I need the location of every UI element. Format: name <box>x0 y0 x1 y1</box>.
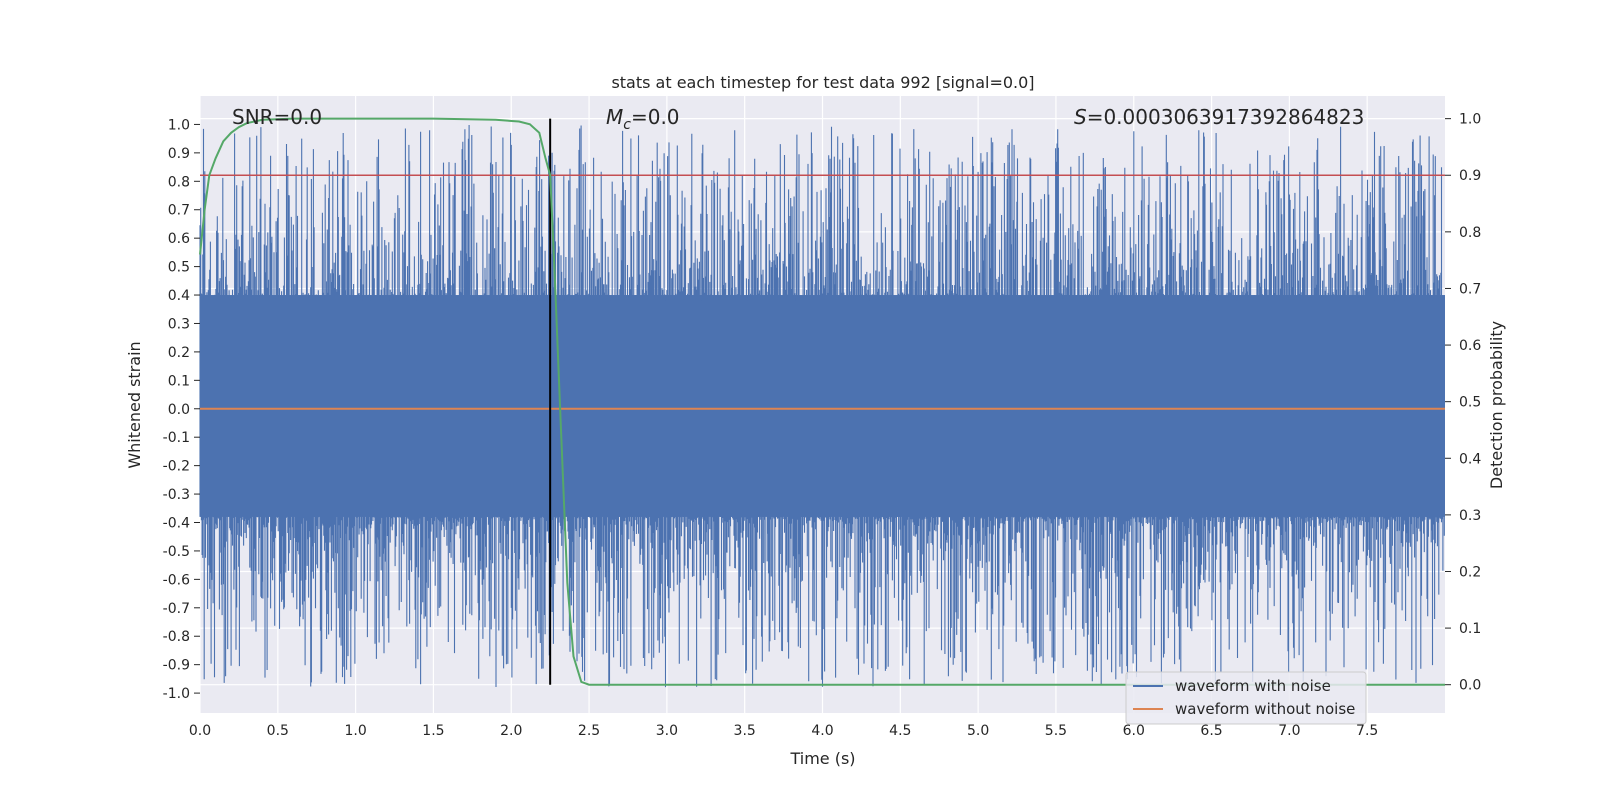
y2-tick-label: 0.2 <box>1459 564 1481 580</box>
y-tick-label: 0.1 <box>168 373 190 389</box>
y2-tick-label: 1.0 <box>1459 112 1481 128</box>
y-tick-label: 1.0 <box>168 117 190 133</box>
s-value: =0.0003063917392864823 <box>1087 105 1365 129</box>
legend-label-noise: waveform with noise <box>1175 677 1331 695</box>
y-tick-label: 0.2 <box>168 345 190 361</box>
y-tick-label: 0.3 <box>168 316 190 332</box>
chart-title: stats at each timestep for test data 992… <box>611 73 1034 92</box>
x-tick-label: 0.5 <box>267 723 289 739</box>
y2-tick-label: 0.3 <box>1459 508 1481 524</box>
y-tick-label: -0.9 <box>163 658 190 674</box>
s-symbol: S <box>1074 105 1087 129</box>
noise-trace <box>199 125 1445 688</box>
y-tick-label: -0.2 <box>163 459 190 475</box>
y-tick-label: -0.4 <box>163 515 190 531</box>
x-tick-label: 3.5 <box>734 723 756 739</box>
y-tick-label: 0.5 <box>168 260 190 276</box>
y2-tick-label: 0.1 <box>1459 621 1481 637</box>
mc-annotation: Mc=0.0 <box>606 105 680 133</box>
series-detection-probability <box>199 117 1445 686</box>
x-axis-ticks: 0.0 0.5 1.0 1.5 2.0 2.5 3.0 3.5 4.0 4.5 5.0 5.5 6.0 6… <box>189 723 1378 739</box>
x-tick-label: 1.0 <box>344 723 366 739</box>
y-axis-ticks: 1.0 0.9 0.8 0.7 0.6 0.5 0.4 0.3 0.2 0.1 0.0 -0.1 -0.… <box>163 117 200 702</box>
x-tick-label: 3.0 <box>656 723 678 739</box>
y-tick-label: -0.8 <box>163 629 190 645</box>
y2-tick-label: 0.4 <box>1459 451 1481 467</box>
series-waveform-with-noise <box>199 125 1445 688</box>
mc-symbol: M <box>606 105 623 129</box>
x-tick-label: 0.0 <box>189 723 211 739</box>
x-tick-label: 2.5 <box>578 723 600 739</box>
y-tick-label: -0.5 <box>163 544 190 560</box>
x-tick-label: 7.5 <box>1356 723 1378 739</box>
x-axis-label: Time (s) <box>789 749 855 768</box>
y2-tick-label: 0.8 <box>1459 225 1481 241</box>
y-tick-label: 0.0 <box>168 402 190 418</box>
x-tick-label: 5.0 <box>967 723 989 739</box>
y-tick-label: 0.4 <box>168 288 190 304</box>
x-tick-label: 4.0 <box>811 723 833 739</box>
y-tick-label: -0.7 <box>163 601 190 617</box>
y2-tick-label: 0.7 <box>1459 281 1481 297</box>
x-tick-label: 1.5 <box>422 723 444 739</box>
y-tick-label: 0.9 <box>168 146 190 162</box>
y2-axis-label: Detection probability <box>1487 321 1506 489</box>
y-tick-label: -0.1 <box>163 430 190 446</box>
y2-tick-label: 0.5 <box>1459 395 1481 411</box>
legend-box <box>1125 671 1367 725</box>
mc-subscript: c <box>623 117 631 133</box>
y2-tick-label: 0.0 <box>1459 678 1481 694</box>
legend: waveform with noise waveform without noi… <box>1125 671 1367 725</box>
x-tick-label: 7.0 <box>1278 723 1300 739</box>
y2-tick-label: 0.9 <box>1459 168 1481 184</box>
y-axis-label: Whitened strain <box>125 341 144 468</box>
x-tick-label: 2.0 <box>500 723 522 739</box>
x-tick-label: 4.5 <box>889 723 911 739</box>
snr-annotation: SNR=0.0 <box>232 105 322 129</box>
y-tick-label: -1.0 <box>163 686 190 702</box>
x-tick-label: 6.0 <box>1123 723 1145 739</box>
x-tick-label: 5.5 <box>1045 723 1067 739</box>
y2-axis-ticks: 1.0 0.9 0.8 0.7 0.6 0.5 0.4 0.3 0.2 0.1 0.0 <box>1445 112 1481 694</box>
y-tick-label: -0.6 <box>163 572 190 588</box>
mc-value: =0.0 <box>631 105 680 129</box>
s-annotation: S=0.0003063917392864823 <box>1074 105 1364 129</box>
y-tick-label: 0.7 <box>168 203 190 219</box>
y2-tick-label: 0.6 <box>1459 338 1481 354</box>
y-tick-label: -0.3 <box>163 487 190 503</box>
y-tick-label: 0.6 <box>168 231 190 247</box>
y-tick-label: 0.8 <box>168 174 190 190</box>
legend-label-clean: waveform without noise <box>1175 700 1355 718</box>
x-tick-label: 6.5 <box>1200 723 1222 739</box>
